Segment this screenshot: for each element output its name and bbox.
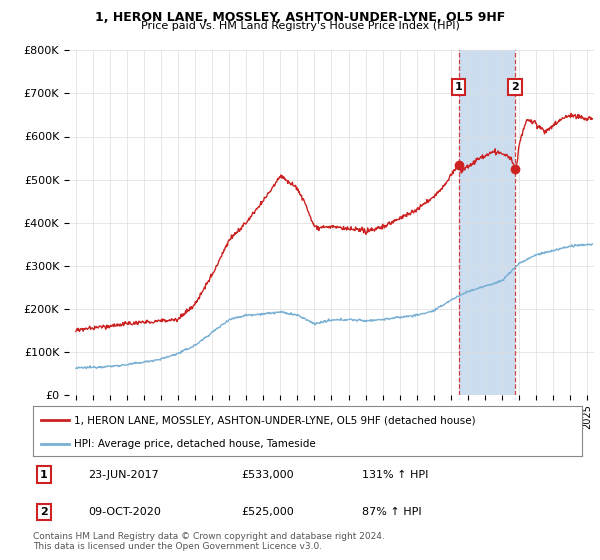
- Text: Contains HM Land Registry data © Crown copyright and database right 2024.
This d: Contains HM Land Registry data © Crown c…: [33, 532, 385, 552]
- Text: 2: 2: [40, 507, 48, 517]
- Text: 2: 2: [511, 82, 519, 92]
- Text: 1, HERON LANE, MOSSLEY, ASHTON-UNDER-LYNE, OL5 9HF (detached house): 1, HERON LANE, MOSSLEY, ASHTON-UNDER-LYN…: [74, 415, 476, 425]
- Text: 1: 1: [455, 82, 463, 92]
- Text: 1: 1: [40, 470, 48, 479]
- Text: £533,000: £533,000: [242, 470, 294, 479]
- Text: 23-JUN-2017: 23-JUN-2017: [88, 470, 158, 479]
- Bar: [459, 50, 515, 395]
- Text: 09-OCT-2020: 09-OCT-2020: [88, 507, 161, 517]
- Text: 87% ↑ HPI: 87% ↑ HPI: [362, 507, 422, 517]
- Text: HPI: Average price, detached house, Tameside: HPI: Average price, detached house, Tame…: [74, 439, 316, 449]
- Text: Price paid vs. HM Land Registry's House Price Index (HPI): Price paid vs. HM Land Registry's House …: [140, 21, 460, 31]
- Text: £525,000: £525,000: [242, 507, 295, 517]
- Text: 131% ↑ HPI: 131% ↑ HPI: [362, 470, 429, 479]
- Text: 1, HERON LANE, MOSSLEY, ASHTON-UNDER-LYNE, OL5 9HF: 1, HERON LANE, MOSSLEY, ASHTON-UNDER-LYN…: [95, 11, 505, 24]
